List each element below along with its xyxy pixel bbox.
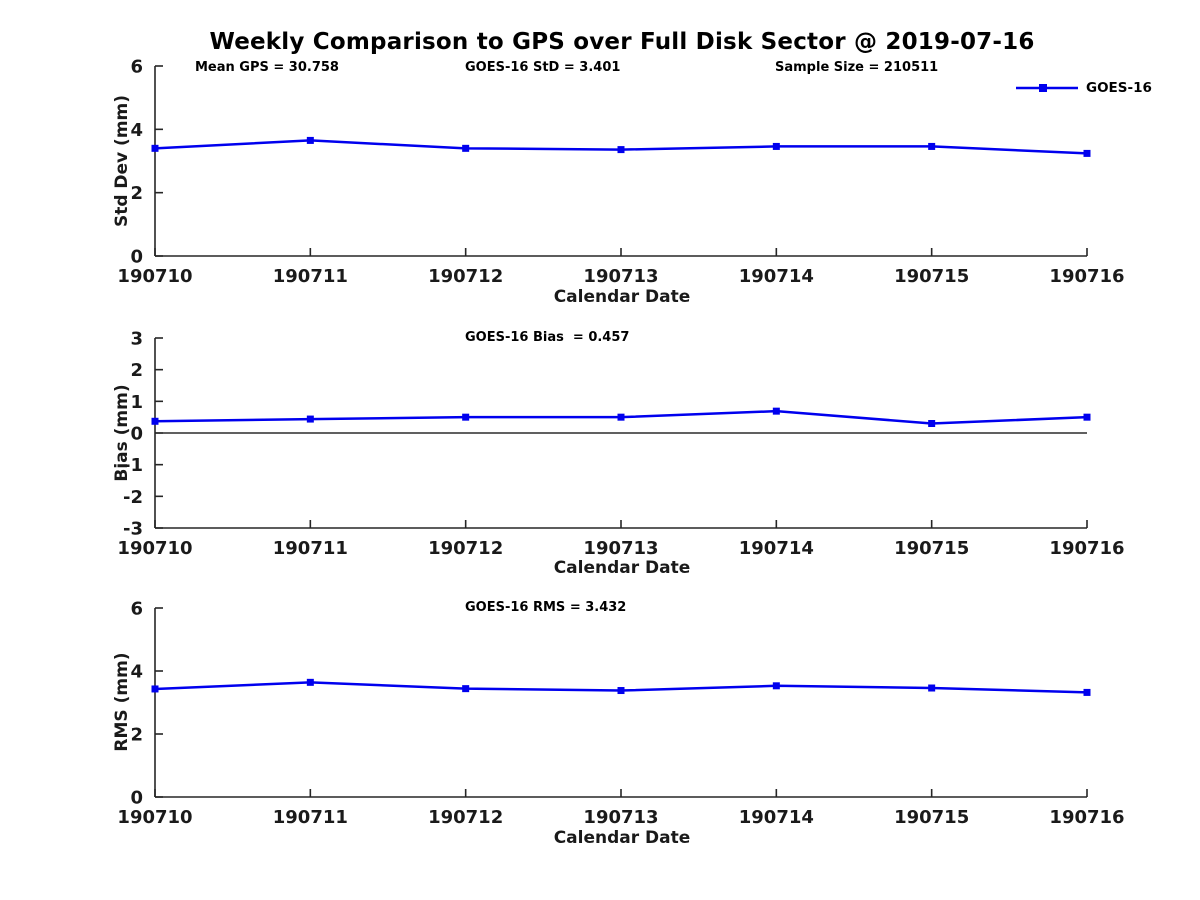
x-tick-label: 190713 <box>583 266 658 285</box>
y-tick-label: 2 <box>130 725 143 746</box>
data-point-marker <box>928 684 936 692</box>
y-tick-label: 2 <box>130 360 143 381</box>
data-point-marker <box>928 142 936 150</box>
data-point-marker <box>306 678 314 686</box>
annotation-goes16-rms: GOES-16 RMS = 3.432 <box>465 600 627 615</box>
y-tick-label: 0 <box>130 424 143 445</box>
data-point-marker <box>617 687 625 695</box>
y-tick-label: -1 <box>123 455 143 476</box>
y-tick-label: 0 <box>130 788 143 809</box>
x-tick-label: 190712 <box>428 538 503 555</box>
figure-title: Weekly Comparison to GPS over Full Disk … <box>209 29 1035 55</box>
x-tick-label: 190712 <box>428 266 503 285</box>
annotation-mean-gps: Mean GPS = 30.758 <box>195 60 339 75</box>
data-point-marker <box>928 420 936 427</box>
data-point-marker <box>306 136 314 144</box>
subplot-rms: 0 2 4 6 190710 190711 190712 190713 190714 190715… <box>117 599 1124 826</box>
data-point-marker <box>772 407 780 415</box>
y-tick-label: -2 <box>123 487 143 508</box>
legend-line-sample <box>1016 84 1078 92</box>
y-tick-label: 6 <box>130 57 143 78</box>
data-point-marker <box>772 682 780 690</box>
data-point-marker <box>617 413 625 421</box>
xlabel-subplot-2: Calendar Date <box>553 558 691 578</box>
x-tick-label: 190714 <box>739 807 814 825</box>
x-tick-label: 190713 <box>583 807 658 825</box>
x-tick-label: 190715 <box>894 807 969 825</box>
x-tick-label: 190710 <box>117 538 192 555</box>
xlabel-subplot-3: Calendar Date <box>553 828 691 848</box>
y-tick-label: 3 <box>130 329 143 350</box>
data-point-marker <box>1083 688 1091 696</box>
annotation-goes16-std: GOES-16 StD = 3.401 <box>465 60 621 75</box>
x-tick-label: 190716 <box>1049 538 1124 555</box>
data-point-marker <box>462 144 470 152</box>
annotation-goes16-bias: GOES-16 Bias = 0.457 <box>465 330 630 345</box>
xlabel-subplot-1: Calendar Date <box>553 287 691 307</box>
x-tick-label: 190714 <box>739 266 814 285</box>
data-point-marker <box>1083 149 1091 157</box>
y-tick-label: -3 <box>123 519 143 540</box>
data-point-marker <box>772 142 780 150</box>
annotation-sample-size: Sample Size = 210511 <box>775 60 939 75</box>
y-tick-label: 6 <box>130 599 143 620</box>
x-tick-label: 190712 <box>428 807 503 825</box>
data-point-marker <box>462 685 470 693</box>
y-tick-label: 1 <box>130 392 143 413</box>
data-point-marker <box>617 146 625 154</box>
x-tick-label: 190715 <box>894 266 969 285</box>
data-point-marker <box>1083 413 1091 421</box>
x-tick-label: 190714 <box>739 538 814 555</box>
subplot-std-dev: 0 2 4 6 190710 190711 190712 190713 190714 190715… <box>117 57 1124 286</box>
x-tick-label: 190710 <box>117 266 192 285</box>
y-tick-label: 4 <box>130 120 143 141</box>
x-tick-label: 190711 <box>273 266 348 285</box>
y-tick-label: 4 <box>130 662 143 683</box>
data-point-marker <box>151 685 159 693</box>
subplot-bias: -3 -2 -1 0 1 2 3 190710 190711 190712 190713 190714… <box>117 329 1124 556</box>
x-tick-label: 190715 <box>894 538 969 555</box>
data-point-marker <box>306 415 314 423</box>
data-point-marker <box>462 413 470 421</box>
legend-label: GOES-16 <box>1086 80 1152 96</box>
x-tick-label: 190711 <box>273 538 348 555</box>
x-tick-label: 190713 <box>583 538 658 555</box>
data-point-marker <box>151 144 159 152</box>
x-tick-label: 190711 <box>273 807 348 825</box>
x-tick-label: 190716 <box>1049 266 1124 285</box>
data-point-marker <box>151 417 159 425</box>
legend: GOES-16 <box>1016 80 1152 96</box>
legend-square-marker-icon <box>1039 84 1047 92</box>
x-tick-label: 190710 <box>117 807 192 825</box>
x-tick-label: 190716 <box>1049 807 1124 825</box>
y-tick-label: 0 <box>130 247 143 268</box>
y-tick-label: 2 <box>130 183 143 204</box>
